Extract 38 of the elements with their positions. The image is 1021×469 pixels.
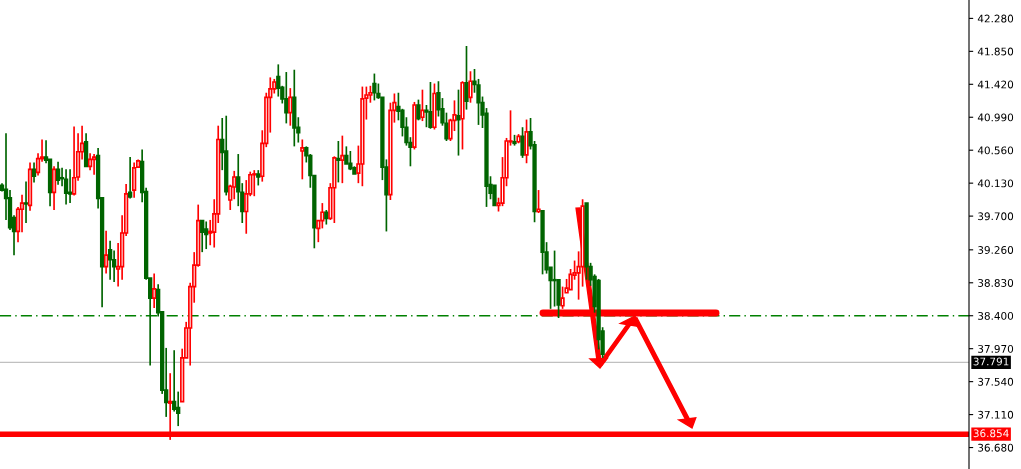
y-tick-label: 37.540: [978, 377, 1014, 386]
candlestick: [224, 114, 229, 197]
y-tick-label: 39.700: [978, 212, 1014, 221]
candlestick: [284, 71, 289, 125]
y-tick-label: 36.680: [978, 443, 1014, 452]
candlestick: [300, 138, 305, 181]
candlestick: [292, 68, 297, 148]
candlestick: [552, 249, 557, 308]
candlestick: [276, 63, 281, 98]
y-tick-label: 40.560: [977, 146, 1014, 155]
candlestick: [176, 390, 181, 427]
candlestick: [200, 219, 205, 253]
candlestick: [111, 249, 117, 283]
ref-line-label: 37.791: [973, 357, 1009, 366]
candlestick: [340, 134, 345, 184]
y-tick-label: 39.260: [978, 246, 1014, 254]
candlestick: [456, 88, 461, 157]
y-tick-label: 38.830: [978, 279, 1014, 287]
candlestick: [232, 170, 237, 201]
candlestick: [288, 87, 293, 127]
y-tick-label: 41.850: [977, 47, 1014, 56]
candlestick: [256, 169, 261, 187]
y-tick-label: 38.400: [978, 311, 1014, 320]
candlestick: [320, 202, 325, 230]
candlestick: [492, 184, 497, 207]
y-tick-label: 42.280: [977, 14, 1014, 23]
ref-line-label: 36.854: [973, 429, 1009, 438]
y-tick-label: 40.130: [977, 179, 1014, 188]
candlestick: [252, 169, 257, 198]
y-tick-label: 37.970: [978, 344, 1014, 353]
candlestick: [540, 209, 545, 276]
y-tick-label: 37.110: [978, 410, 1014, 419]
candlestick: [7, 189, 13, 231]
y-tick-label: 41.420: [977, 80, 1014, 89]
candlestick: [204, 220, 209, 250]
candlestick: [63, 168, 69, 206]
candlestick: [172, 349, 177, 413]
y-tick-label: 40.990: [977, 113, 1014, 122]
